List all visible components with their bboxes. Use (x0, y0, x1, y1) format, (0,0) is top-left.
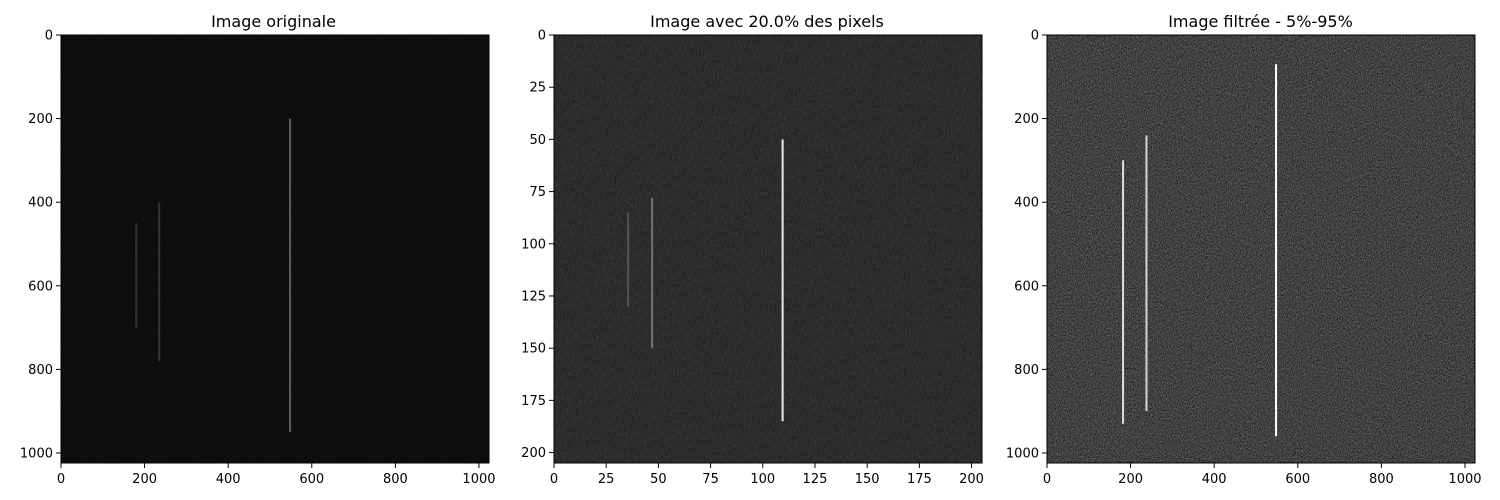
panel-filtered: Image filtrée - 5%-95% 0 200 400 600 800 1000… (1006, 12, 1482, 487)
x-tick-label: 125 (803, 472, 828, 487)
image-noise (554, 35, 982, 463)
y-tick-label: 75 (529, 185, 546, 200)
x-tick-label: 0 (1043, 472, 1051, 487)
x-tick-label: 150 (855, 472, 880, 487)
panel-title-subsampled: Image avec 20.0% des pixels (650, 12, 884, 31)
x-tick-label: 175 (907, 472, 932, 487)
y-tick-label: 200 (1014, 112, 1039, 127)
x-tick-label: 400 (1202, 472, 1227, 487)
y-tick-label: 25 (529, 81, 546, 96)
y-tick-label: 800 (1014, 363, 1039, 378)
x-tick-label: 200 (132, 472, 157, 487)
x-tick-label: 200 (1118, 472, 1143, 487)
y-tick-label: 0 (1031, 29, 1039, 44)
x-tick-label: 50 (650, 472, 667, 487)
x-tick-label: 1000 (462, 472, 495, 487)
x-tick-label: 400 (216, 472, 241, 487)
plot-area-original: 0 200 400 600 800 1000 0 200 400 600 800 1000 (20, 29, 496, 488)
plot-area-filtered: 0 200 400 600 800 1000 0 200 400 600 800 1000 (1006, 29, 1482, 488)
y-tick-label: 800 (28, 363, 53, 378)
y-tick-label: 0 (538, 29, 546, 44)
x-tick-label: 600 (1285, 472, 1310, 487)
y-tick-label: 200 (28, 112, 53, 127)
y-tick-label: 150 (521, 342, 546, 357)
x-tick-label: 0 (550, 472, 558, 487)
y-tick-label: 175 (521, 394, 546, 409)
panel-original: Image originale 0 200 400 600 800 1000 0 200 400… (20, 12, 496, 487)
y-tick-label: 600 (28, 279, 53, 294)
plot-area-subsampled: 0 25 50 75 100 125 150 175 200 0 25 50 75 100 125 150 17… (521, 29, 984, 488)
y-tick-label: 400 (28, 196, 53, 211)
y-tick-label: 100 (521, 237, 546, 252)
y-tick-label: 125 (521, 289, 546, 304)
x-tick-label: 800 (1369, 472, 1394, 487)
x-tick-label: 200 (959, 472, 984, 487)
x-tick-label: 0 (57, 472, 65, 487)
y-tick-label: 200 (521, 446, 546, 461)
x-tick-label: 600 (299, 472, 324, 487)
axes-frame (553, 34, 983, 464)
x-tick-label: 25 (598, 472, 615, 487)
y-tick-label: 600 (1014, 279, 1039, 294)
axes-frame (60, 34, 490, 464)
x-tick-label: 800 (383, 472, 408, 487)
panel-subsampled: Image avec 20.0% des pixels 0 25 50 75 100 12… (521, 12, 984, 487)
image-noise (1047, 35, 1475, 463)
panel-title-filtered: Image filtrée - 5%-95% (1168, 12, 1353, 31)
axes-frame (1046, 34, 1476, 464)
x-tick-label: 100 (750, 472, 775, 487)
x-tick-label: 1000 (1448, 472, 1481, 487)
y-tick-label: 0 (45, 29, 53, 44)
y-tick-label: 400 (1014, 196, 1039, 211)
y-tick-label: 50 (529, 133, 546, 148)
image-noise (61, 35, 489, 463)
panel-title-original: Image originale (211, 12, 336, 31)
y-tick-label: 1000 (1006, 446, 1039, 461)
x-tick-label: 75 (702, 472, 719, 487)
y-tick-label: 1000 (20, 446, 53, 461)
